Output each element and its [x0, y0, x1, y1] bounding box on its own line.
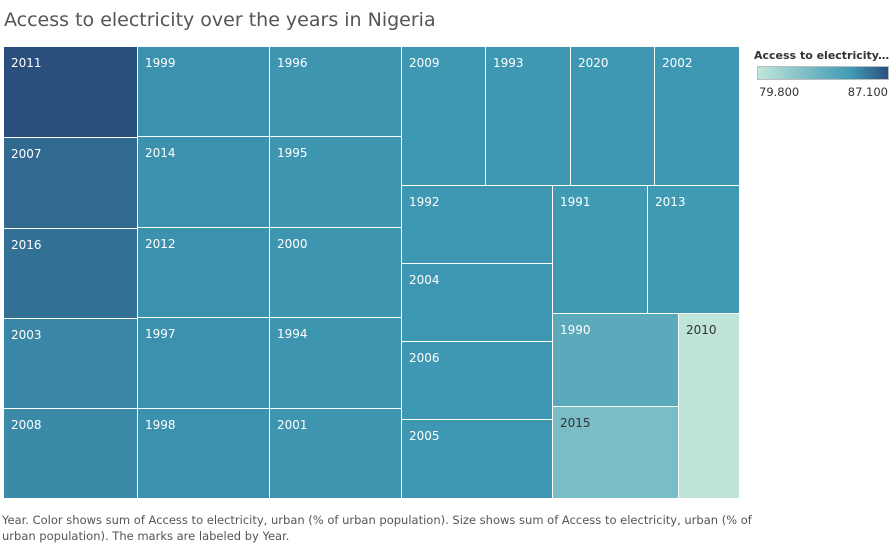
treemap-cell-label: 2015 [560, 416, 591, 430]
treemap-cell-label: 2020 [578, 56, 609, 70]
treemap-cell-label: 2003 [11, 328, 42, 342]
legend-title: Access to electricity, ur.. [754, 49, 892, 62]
treemap-cell-label: 1992 [409, 195, 440, 209]
treemap-cell-2001[interactable]: 2001 [270, 409, 402, 499]
treemap-cell-label: 2009 [409, 56, 440, 70]
treemap-cell-label: 2016 [11, 238, 42, 252]
treemap-cell-2015[interactable]: 2015 [553, 407, 679, 499]
treemap-cell-label: 1994 [277, 327, 308, 341]
treemap-cell-2012[interactable]: 2012 [138, 228, 270, 318]
treemap-cell-label: 1990 [560, 323, 591, 337]
treemap-cell-2000[interactable]: 2000 [270, 228, 402, 318]
treemap-cell-label: 2005 [409, 429, 440, 443]
treemap-cell-label: 2006 [409, 351, 440, 365]
treemap-cell-label: 2002 [662, 56, 693, 70]
treemap-cell-label: 2010 [686, 323, 717, 337]
chart-caption: Year. Color shows sum of Access to elect… [2, 513, 752, 543]
treemap-cell-2020[interactable]: 2020 [571, 47, 655, 186]
treemap-cell-label: 1995 [277, 146, 308, 160]
treemap-cell-label: 2013 [655, 195, 686, 209]
treemap-cell-label: 1996 [277, 56, 308, 70]
treemap-cell-2010[interactable]: 2010 [679, 314, 740, 499]
treemap-cell-label: 2008 [11, 418, 42, 432]
treemap-cell-label: 1999 [145, 56, 176, 70]
treemap-cell-label: 2000 [277, 237, 308, 251]
treemap-cell-1999[interactable]: 1999 [138, 47, 270, 137]
treemap-cell-1997[interactable]: 1997 [138, 318, 270, 409]
treemap-cell-1992[interactable]: 1992 [402, 186, 553, 264]
treemap-cell-2014[interactable]: 2014 [138, 137, 270, 228]
treemap-cell-2004[interactable]: 2004 [402, 264, 553, 342]
treemap-cell-label: 1997 [145, 327, 176, 341]
treemap-cell-1990[interactable]: 1990 [553, 314, 679, 407]
treemap-cell-2005[interactable]: 2005 [402, 420, 553, 499]
legend-color-ramp [757, 66, 889, 80]
treemap-cell-2009[interactable]: 2009 [402, 47, 486, 186]
treemap-cell-1998[interactable]: 1998 [138, 409, 270, 499]
treemap-cell-2011[interactable]: 2011 [4, 47, 138, 138]
treemap-cell-1993[interactable]: 1993 [486, 47, 571, 186]
treemap-cell-label: 2001 [277, 418, 308, 432]
treemap-cell-1994[interactable]: 1994 [270, 318, 402, 409]
treemap-cell-2008[interactable]: 2008 [4, 409, 138, 499]
treemap-cell-2006[interactable]: 2006 [402, 342, 553, 420]
chart-title: Access to electricity over the years in … [4, 9, 436, 31]
treemap-cell-2003[interactable]: 2003 [4, 319, 138, 409]
treemap-cell-1991[interactable]: 1991 [553, 186, 648, 314]
treemap-cell-label: 2012 [145, 237, 176, 251]
treemap-cell-1995[interactable]: 1995 [270, 137, 402, 228]
treemap: 2011 2007 2016 2003 2008 1999 2014 2012 1997 1998… [4, 47, 740, 499]
treemap-cell-2016[interactable]: 2016 [4, 229, 138, 319]
treemap-cell-label: 2014 [145, 146, 176, 160]
treemap-cell-2002[interactable]: 2002 [655, 47, 740, 186]
treemap-cell-label: 2004 [409, 273, 440, 287]
treemap-cell-label: 1998 [145, 418, 176, 432]
treemap-cell-2013[interactable]: 2013 [648, 186, 740, 314]
legend-max-label: 87.100 [847, 85, 888, 99]
treemap-cell-label: 2007 [11, 147, 42, 161]
legend-min-label: 79.800 [759, 85, 800, 99]
treemap-cell-label: 1991 [560, 195, 591, 209]
treemap-cell-label: 2011 [11, 56, 42, 70]
treemap-cell-2007[interactable]: 2007 [4, 138, 138, 229]
treemap-cell-1996[interactable]: 1996 [270, 47, 402, 137]
treemap-cell-label: 1993 [493, 56, 524, 70]
